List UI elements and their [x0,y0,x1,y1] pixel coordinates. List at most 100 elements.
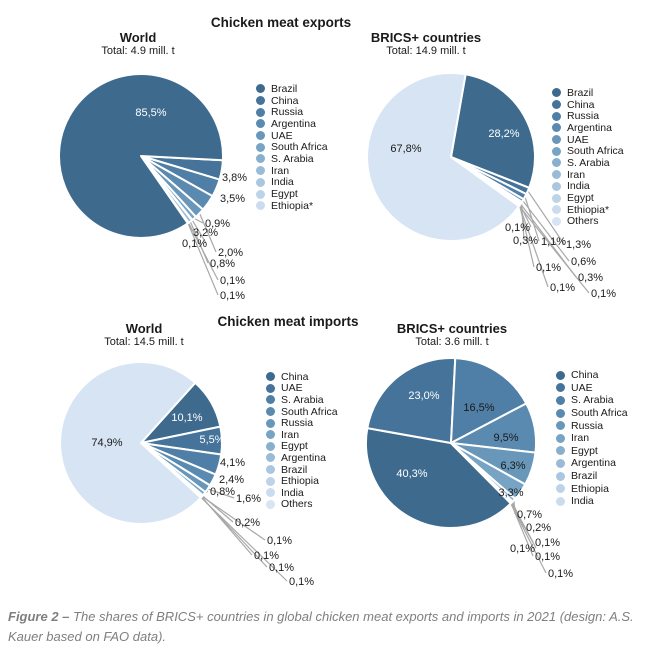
legend-dot-icon [266,465,275,475]
legend-dot-icon [556,484,565,494]
legend-label: Others [567,215,599,228]
legend-imports-world: China UAE S. Arabia South Africa Russia Iran E… [266,371,338,510]
legend-item: UAE [556,382,628,395]
legend-label: Ethiopia* [567,203,610,216]
chart-total-exports-brics: Total: 14.9 mill. t [386,45,466,57]
legend-dot-icon [552,216,561,226]
legend-dot-icon [266,430,275,440]
slice-percentage-label: 3,5% [220,193,245,205]
legend-label: India [571,495,594,508]
legend-dot-icon [552,111,561,121]
label-leader-line [207,488,235,499]
legend-item: Russia [256,106,328,118]
legend-dot-icon [266,453,275,463]
legend-label: China [567,98,595,111]
legend-dot-icon [266,488,275,498]
label-leader-line [519,205,535,268]
legend-label: Brazil [271,82,298,95]
slice-percentage-label: 28,2% [488,128,519,140]
legend-item: Argentina [556,457,628,470]
pie-slice-s-arabia [450,357,528,444]
legend-label: Others [281,498,313,511]
legend-label: S. Arabia [571,394,614,407]
legend-item: Others [552,215,624,228]
label-leader-line [201,495,266,541]
pie-slice-china [364,427,513,529]
legend-exports-world: Brazil China Russia Argentina UAE South Afric… [256,83,328,212]
slice-percentage-label: 1,6% [236,493,261,505]
legend-label: Iran [281,428,300,441]
pie-slice-india [450,442,513,505]
legend-item: Brazil [256,83,328,95]
legend-item: India [552,180,624,192]
legend-label: UAE [567,133,589,146]
legend-label: South Africa [281,405,338,418]
legend-dot-icon [256,131,265,141]
slice-percentage-label: 1,3% [566,239,591,251]
legend-label: Ethiopia [281,475,319,488]
chart-title-imports-brics: BRICS+ countries [396,321,508,336]
legend-label: Russia [571,419,604,432]
legend-label: Russia [271,106,304,119]
slice-percentage-label: 0,1% [535,537,560,549]
legend-item: Russia [552,110,624,122]
slice-percentage-label: 85,5% [135,107,166,119]
legend-item: Iran [256,165,328,177]
legend-dot-icon [256,96,265,106]
slice-percentage-label: 23,0% [408,390,439,402]
legend-dot-icon [256,201,265,211]
legend-label: Ethiopia [571,482,609,495]
slice-percentage-label: 0,1% [535,551,560,563]
legend-dot-icon [256,142,265,152]
slice-percentage-label: 0,2% [235,517,260,529]
legend-label: Egypt [271,188,298,201]
label-leader-line [187,222,219,296]
legend-item: Argentina [266,452,338,464]
legend-exports-brics: Brazil China Russia Argentina UAE South Afric… [552,87,624,227]
legend-label: China [271,94,299,107]
legend-dot-icon [552,158,561,168]
legend-label: India [271,176,294,189]
label-leader-line [193,217,204,224]
slice-percentage-label: 0,2% [526,522,551,534]
legend-item: UAE [266,382,338,394]
slice-percentage-label: 74,9% [91,437,122,449]
legend-dot-icon [266,372,275,382]
pie-slice-brazil [450,73,536,189]
legend-dot-icon [256,166,265,176]
legend-dot-icon [256,119,265,129]
slice-percentage-label: 9,5% [493,432,518,444]
legend-label: S. Arabia [281,393,324,406]
slice-percentage-label: 3,3% [498,487,523,499]
legend-label: Argentina [271,117,316,130]
legend-item: South Africa [266,406,338,418]
chart-total-imports-world: Total: 14.5 mill. t [104,336,184,348]
legend-label: South Africa [567,145,624,158]
slice-percentage-label: 2,0% [218,247,243,259]
legend-label: China [571,369,599,382]
slice-percentage-label: 0,1% [220,290,245,302]
legend-dot-icon [266,395,275,405]
legend-dot-icon [266,441,275,451]
label-leader-line [510,503,547,574]
slice-percentage-label: 0,7% [517,509,542,521]
legend-item: Brazil [556,470,628,483]
legend-item: S. Arabia [266,394,338,406]
legend-dot-icon [266,383,275,393]
label-leader-line [522,200,570,262]
pie-slice-others [366,72,521,242]
slice-percentage-label: 0,1% [182,238,207,250]
legend-dot-icon [556,433,565,443]
legend-item: Russia [266,417,338,429]
legend-label: South Africa [571,407,628,420]
slice-percentage-label: 16,5% [463,402,494,414]
legend-dot-icon [552,100,561,110]
legend-item: India [266,487,338,499]
label-leader-line [187,222,219,281]
label-leader-line [518,205,590,294]
slice-percentage-label: 0,6% [571,256,596,268]
chart-title-exports-world: World [119,30,157,45]
figure-caption-prefix: Figure 2 – [8,609,70,624]
slice-percentage-label: 0,1% [505,222,530,234]
